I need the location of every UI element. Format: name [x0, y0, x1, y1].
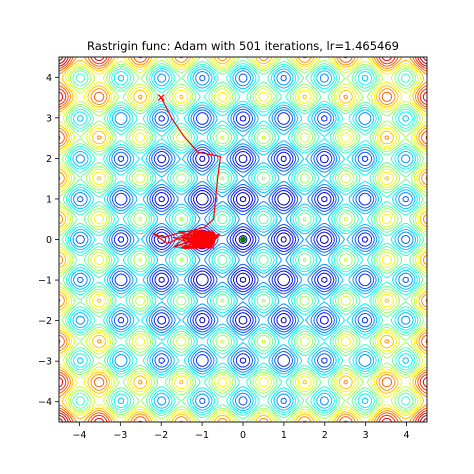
- x-tick-label: 0: [240, 430, 246, 441]
- x-tick-label: 1: [281, 430, 287, 441]
- y-tick-label: −4: [38, 397, 52, 408]
- y-tick-label: 4: [46, 73, 52, 84]
- y-tick-label: −3: [38, 357, 52, 368]
- chart-title: Rastrigin func: Adam with 501 iterations…: [87, 39, 399, 53]
- optimizer-path-layer: [152, 94, 246, 250]
- contour-level: [59, 57, 427, 422]
- contour-level: [59, 57, 427, 422]
- contour-level: [59, 57, 427, 422]
- x-tick-label: −2: [154, 430, 168, 441]
- contour-lines: [59, 57, 427, 422]
- contour-level: [59, 57, 427, 422]
- start-marker: [157, 94, 165, 102]
- contour-level: [59, 57, 427, 422]
- x-axis: −4 −3 −2 −1 0 1 2 3 4: [72, 422, 410, 441]
- x-tick-label: 4: [404, 430, 410, 441]
- contour-level: [72, 70, 414, 409]
- y-tick-label: −2: [38, 316, 52, 327]
- x-tick-label: 2: [322, 430, 328, 441]
- global-minimum-marker: [240, 236, 246, 243]
- contour-level: [157, 154, 329, 325]
- optimizer-path: [152, 97, 222, 246]
- contour-level: [59, 57, 427, 422]
- y-axis: −4 −3 −2 −1 0 1 2 3 4: [38, 73, 59, 408]
- x-tick-label: −1: [195, 430, 209, 441]
- x-tick-label: −3: [113, 430, 127, 441]
- y-tick-label: −1: [38, 276, 52, 287]
- contour-level: [69, 67, 417, 412]
- contour-level: [113, 111, 373, 368]
- contour-level: [75, 73, 411, 406]
- contour-level: [117, 115, 369, 364]
- contour-level: [59, 57, 427, 422]
- contour-level: [59, 57, 427, 422]
- y-tick-label: 1: [46, 194, 52, 205]
- contour-level: [67, 65, 419, 414]
- y-tick-label: 2: [46, 154, 52, 165]
- contour-level: [59, 57, 427, 422]
- y-tick-label: 3: [46, 113, 52, 124]
- x-tick-label: 3: [363, 430, 369, 441]
- x-tick-label: −4: [72, 430, 86, 441]
- contour-level: [59, 57, 427, 422]
- contour-level: [61, 59, 425, 420]
- optimizer-path-cluster: [172, 229, 221, 250]
- y-tick-label: 0: [46, 235, 52, 246]
